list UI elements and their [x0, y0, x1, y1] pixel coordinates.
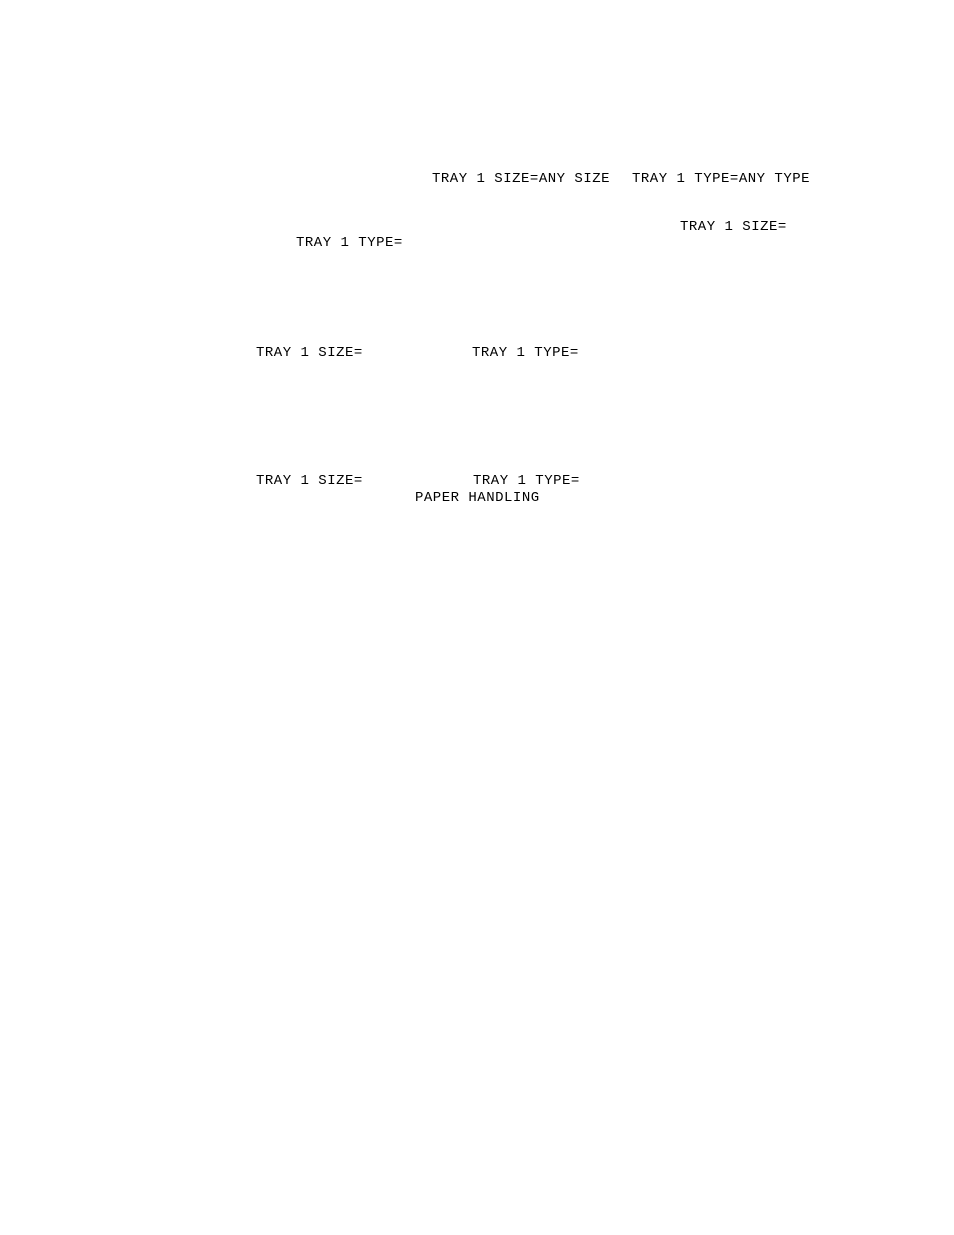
- tray1-size-any: TRAY 1 SIZE=ANY SIZE: [432, 171, 610, 187]
- paper-handling-label: PAPER HANDLING: [415, 490, 540, 506]
- tray1-type-any: TRAY 1 TYPE=ANY TYPE: [632, 171, 810, 187]
- block2-size: TRAY 1 SIZE=: [256, 345, 363, 361]
- document-page: TRAY 1 SIZE=ANY SIZE TRAY 1 TYPE=ANY TYP…: [0, 0, 954, 1235]
- block3-size: TRAY 1 SIZE=: [256, 473, 363, 489]
- block2-type: TRAY 1 TYPE=: [472, 345, 579, 361]
- tray1-type-left: TRAY 1 TYPE=: [296, 235, 403, 251]
- block3-type: TRAY 1 TYPE=: [473, 473, 580, 489]
- tray1-size-right: TRAY 1 SIZE=: [680, 219, 787, 235]
